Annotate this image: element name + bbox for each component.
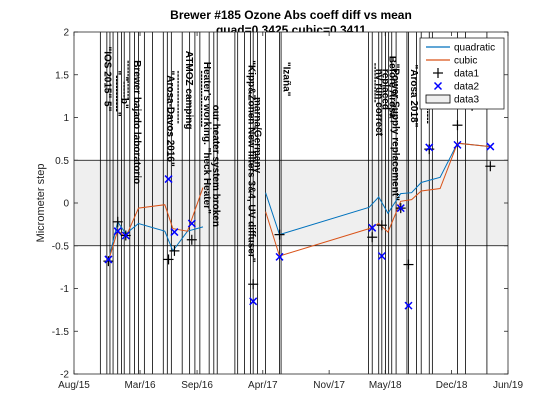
marker-data2 <box>113 227 122 236</box>
annotation-label: ------------ <box>370 63 381 103</box>
y-tick-label: -0.5 <box>52 241 70 252</box>
annotation-label: our heater system broken <box>210 105 221 227</box>
annotation-label: Heater's working. "heck Heater" <box>201 62 212 214</box>
marker-data2 <box>275 252 284 261</box>
y-axis-label: Micrometer step <box>35 164 47 243</box>
annotation-label: "Kipp&Zonen New filters 3&4, UV diffuser… <box>246 60 257 263</box>
x-tick-label: Aug/15 <box>58 380 90 391</box>
marker-stroke <box>275 252 284 261</box>
marker-data2 <box>453 140 462 149</box>
marker-data2 <box>425 143 434 152</box>
marker-stroke <box>249 297 258 306</box>
marker-data1 <box>169 245 180 256</box>
marker-data1 <box>274 229 285 240</box>
series-line-cubic <box>265 142 491 257</box>
marker-data1 <box>103 256 114 267</box>
annotation-label: "-----------" <box>111 71 122 117</box>
annotation-label: "IOS 2015" 5" <box>101 47 112 112</box>
marker-data2 <box>249 297 258 306</box>
event-lines <box>99 32 488 374</box>
y-tick-label: 0 <box>63 199 69 210</box>
marker-data2 <box>377 251 386 261</box>
annotation-label: ATMOZ camping <box>183 51 194 130</box>
y-tick-label: -2 <box>60 370 69 381</box>
marker-data2 <box>368 223 377 232</box>
y-tick-label: 1.5 <box>55 70 69 81</box>
marker-data2 <box>404 301 413 310</box>
marker-stroke <box>425 143 434 152</box>
marker-data2 <box>396 204 405 213</box>
annotation-label: "Power Supply replacement" <box>390 64 401 202</box>
marker-data1 <box>163 254 174 265</box>
annotation-label: "Arosa-Davos 2016" <box>164 71 175 167</box>
marker-data1 <box>186 234 197 245</box>
legend: quadratic cubic data1 data2 data3 <box>419 37 505 110</box>
marker-data1 <box>452 120 463 131</box>
marker-data1 <box>403 259 414 270</box>
x-tick-label: Apr/17 <box>248 380 278 391</box>
legend-label: cubic <box>454 56 477 67</box>
marker-data2 <box>170 228 179 237</box>
marker-stroke <box>453 140 462 149</box>
annotation-label: ----------------- <box>196 71 207 128</box>
y-tick-label: 0.5 <box>55 156 69 167</box>
legend-label: quadratic <box>454 43 495 54</box>
annotation-label: replaced <box>380 69 391 110</box>
annotation-label: "Izaña" <box>281 62 292 97</box>
marker-stroke <box>113 227 122 236</box>
marker-data1 <box>485 161 496 172</box>
marker-stroke <box>486 142 495 151</box>
marker-stroke <box>187 219 196 228</box>
y-tick-label: 1 <box>63 113 69 124</box>
legend-swatch-data2 <box>433 81 443 91</box>
marker-data2 <box>187 219 196 228</box>
marker-stroke <box>404 301 413 310</box>
x-tick-label: Mar/16 <box>124 380 156 391</box>
annotation-label: ------------ <box>122 60 133 100</box>
x-tick-label: Jun/19 <box>493 380 523 391</box>
x-tick-label: Sep/16 <box>181 380 213 391</box>
marker-data1 <box>112 216 123 227</box>
marker-data2 <box>486 142 495 151</box>
y-tick-label: -1 <box>60 284 69 295</box>
annotation-label: ---------------- <box>172 71 183 124</box>
marker-stroke <box>121 231 130 240</box>
y-tick-label: 2 <box>63 28 69 39</box>
marker-data1 <box>367 232 378 243</box>
marker-data1 <box>424 144 435 155</box>
marker-data2 <box>164 175 173 184</box>
x-tick-label: May/18 <box>369 380 402 391</box>
marker-stroke <box>164 175 173 184</box>
annotation-label: "Arosa 2018" <box>408 65 419 128</box>
marker-stroke <box>170 228 179 237</box>
legend-label: data1 <box>454 69 479 80</box>
marker-data1 <box>376 220 387 231</box>
marker-data1 <box>248 279 259 290</box>
series-line-quadratic <box>107 220 204 262</box>
marker-data2 <box>104 255 113 264</box>
legend-swatch-data3 <box>425 94 451 104</box>
legend-label: data2 <box>454 82 479 93</box>
marker-stroke <box>377 251 386 261</box>
x-tick-label: Nov/17 <box>313 380 345 391</box>
annotation-label: Before Arosa <box>387 56 398 119</box>
marker-stroke <box>368 223 377 232</box>
legend-label: data3 <box>454 95 479 106</box>
series-lines <box>107 142 491 262</box>
y-tick-label: -1.5 <box>52 327 70 338</box>
marker-data2 <box>121 231 130 240</box>
series-line-quadratic <box>265 142 491 236</box>
annotation-label: "-----b" <box>119 77 130 110</box>
annotation-label: marna/Germany <box>251 97 262 174</box>
x-tick-label: Dec/18 <box>436 380 468 391</box>
annotation-label: nv run correct <box>373 69 384 137</box>
marker-stroke <box>396 204 405 213</box>
annotation-label: Brewer bajado laboratorio <box>131 60 142 184</box>
series-markers <box>103 120 496 310</box>
chart-title: Brewer #185 Ozone Abs coeff diff vs mean <box>170 8 412 22</box>
marker-stroke <box>104 255 113 264</box>
